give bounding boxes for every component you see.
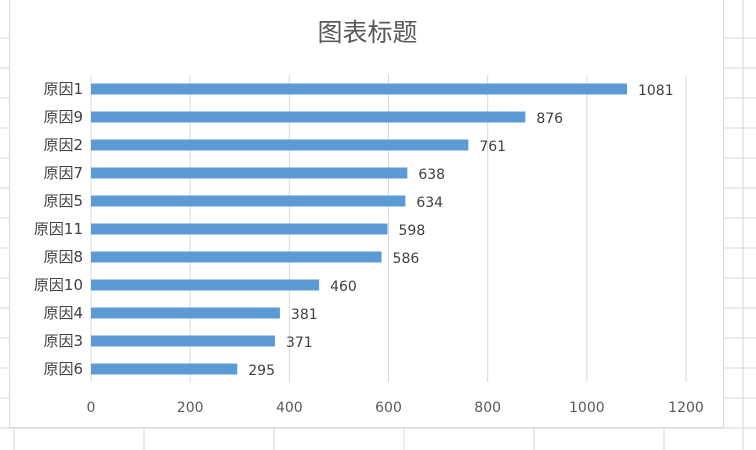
data-label: 876 (536, 111, 563, 127)
data-label: 634 (416, 195, 443, 211)
data-label: 598 (399, 223, 426, 239)
bar (91, 335, 275, 347)
data-label: 638 (418, 167, 445, 183)
x-tick-label: 200 (177, 400, 204, 416)
category-label: 原因9 (43, 108, 83, 126)
data-label: 371 (286, 335, 313, 351)
bar (91, 251, 382, 263)
x-tick-label: 0 (87, 400, 96, 416)
category-label: 原因3 (43, 332, 83, 350)
category-label: 原因8 (43, 248, 83, 266)
category-label: 原因2 (43, 136, 83, 154)
chart-area[interactable]: 图表标题 0 200 400 600 800 1000 1200 原因1 1081 原因9 876 原… (9, 0, 724, 428)
data-label: 381 (291, 307, 318, 323)
category-label: 原因10 (34, 276, 83, 294)
chart-title: 图表标题 (317, 18, 418, 47)
data-label: 295 (248, 363, 275, 379)
bar (91, 167, 408, 179)
bar (91, 139, 469, 151)
category-label: 原因11 (34, 220, 83, 238)
category-label: 原因5 (43, 192, 83, 210)
category-label: 原因6 (43, 360, 83, 378)
bar (91, 111, 526, 123)
x-tick-label: 1000 (569, 400, 605, 416)
x-tick-label: 1200 (668, 400, 704, 416)
x-tick-label: 400 (276, 400, 303, 416)
bar (91, 223, 388, 235)
category-label: 原因4 (43, 304, 83, 322)
bar (91, 279, 320, 291)
category-label: 原因7 (43, 164, 83, 182)
bar-chart-plot: 0 200 400 600 800 1000 1200 原因1 1081 原因9 876 原因2 761… (34, 75, 704, 416)
x-tick-label: 600 (375, 400, 402, 416)
bar (91, 363, 238, 375)
bar (91, 83, 627, 95)
data-label: 460 (330, 279, 357, 295)
data-label: 586 (393, 251, 420, 267)
bar (91, 307, 280, 319)
data-label: 1081 (638, 83, 674, 99)
x-tick-label: 800 (474, 400, 501, 416)
bar (91, 195, 406, 207)
data-label: 761 (479, 139, 506, 155)
category-label: 原因1 (43, 80, 83, 98)
